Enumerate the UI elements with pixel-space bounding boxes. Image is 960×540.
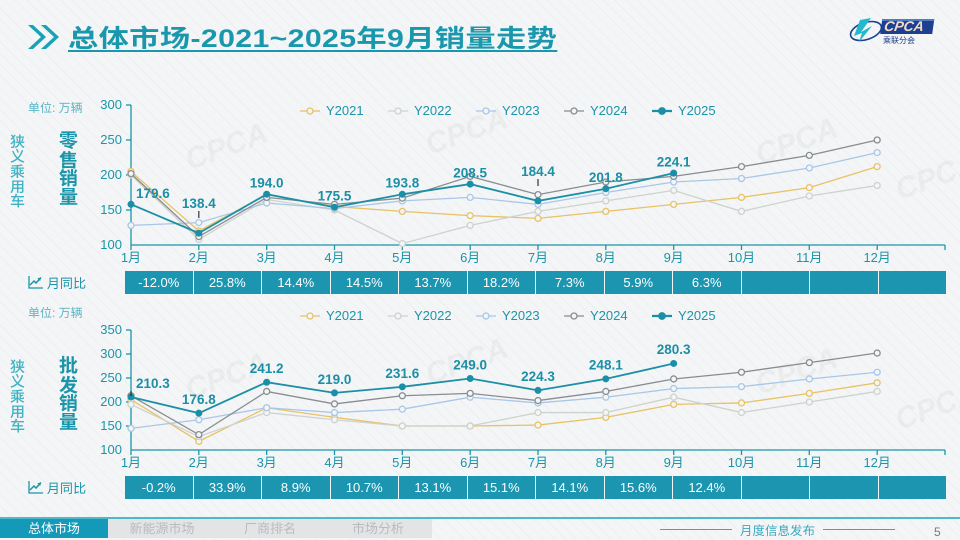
svg-text:9月: 9月 [664, 455, 684, 470]
svg-text:8月: 8月 [596, 455, 616, 470]
svg-text:249.0: 249.0 [453, 358, 487, 373]
svg-text:3月: 3月 [257, 455, 277, 470]
svg-text:241.2: 241.2 [250, 361, 284, 376]
svg-text:280.3: 280.3 [657, 342, 691, 357]
svg-text:150: 150 [100, 418, 122, 433]
svg-text:6月: 6月 [460, 455, 480, 470]
svg-text:5月: 5月 [392, 455, 412, 470]
svg-text:250: 250 [100, 370, 122, 385]
svg-text:1月: 1月 [121, 455, 141, 470]
svg-text:100: 100 [100, 442, 122, 457]
svg-text:176.8: 176.8 [182, 392, 216, 407]
svg-text:350: 350 [100, 322, 122, 337]
svg-text:219.0: 219.0 [318, 372, 352, 387]
svg-text:4月: 4月 [324, 455, 344, 470]
svg-text:231.6: 231.6 [385, 366, 419, 381]
svg-text:200: 200 [100, 394, 122, 409]
svg-text:248.1: 248.1 [589, 358, 623, 373]
svg-text:7月: 7月 [528, 455, 548, 470]
svg-text:210.3: 210.3 [136, 376, 170, 391]
svg-text:300: 300 [100, 346, 122, 361]
svg-text:11月: 11月 [796, 455, 823, 470]
svg-text:224.3: 224.3 [521, 369, 555, 384]
svg-text:2月: 2月 [189, 455, 209, 470]
svg-text:10月: 10月 [728, 455, 755, 470]
svg-text:12月: 12月 [863, 455, 890, 470]
